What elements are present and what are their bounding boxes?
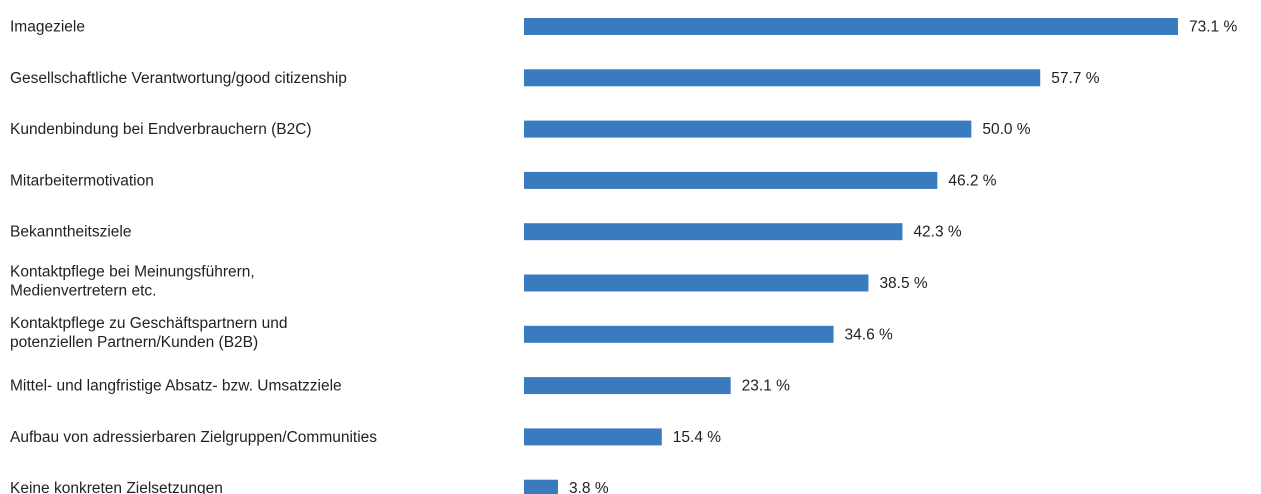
value-label: 42.3 % xyxy=(913,224,961,241)
bar xyxy=(524,171,938,189)
category-label-line: Mitarbeitermotivation xyxy=(10,172,154,189)
category-label: Kundenbindung bei Endverbrauchern (B2C) xyxy=(10,121,312,138)
bar xyxy=(524,223,903,241)
category-label: Keine konkreten Zielsetzungen xyxy=(10,480,223,494)
category-label: Bekanntheitsziele xyxy=(10,224,132,241)
category-label: Aufbau von adressierbaren Zielgruppen/Co… xyxy=(10,429,377,446)
bar xyxy=(524,428,662,446)
category-label-line: potenziellen Partnern/Kunden (B2B) xyxy=(10,334,258,351)
value-label: 57.7 % xyxy=(1051,70,1099,87)
category-label-line: Bekanntheitsziele xyxy=(10,224,132,241)
bar xyxy=(524,18,1178,35)
category-label-line: Gesellschaftliche Verantwortung/good cit… xyxy=(10,70,347,87)
value-label: 3.8 % xyxy=(569,480,609,494)
bar xyxy=(524,69,1041,87)
category-label: Kontaktpflege bei Meinungsführern, Medien… xyxy=(10,264,255,300)
value-label: 50.0 % xyxy=(982,121,1030,138)
category-labels: Imageziele Gesellschaftliche Verantwortun… xyxy=(10,19,377,494)
bars xyxy=(524,18,1178,494)
category-label: Kontaktpflege zu Geschäftspartnern und po… xyxy=(10,315,287,351)
category-label-line: Kontaktpflege bei Meinungsführern, xyxy=(10,264,255,281)
category-label-line: Medienvertretern etc. xyxy=(10,283,156,300)
value-label: 38.5 % xyxy=(879,275,927,292)
value-label: 23.1 % xyxy=(742,378,790,395)
value-labels: 73.1 % 57.7 % 50.0 % 46.2 % 42.3 % 38.5 % 34.6… xyxy=(569,19,1237,494)
bar xyxy=(524,120,972,138)
category-label-line: Imageziele xyxy=(10,19,85,36)
category-label-line: Mittel- und langfristige Absatz- bzw. Um… xyxy=(10,378,342,395)
value-label: 73.1 % xyxy=(1189,19,1237,36)
category-label-line: Kontaktpflege zu Geschäftspartnern und xyxy=(10,315,287,332)
value-label: 34.6 % xyxy=(845,326,893,343)
category-label: Mitarbeitermotivation xyxy=(10,172,154,189)
category-label: Imageziele xyxy=(10,19,85,36)
bar xyxy=(524,479,558,494)
bar xyxy=(524,274,869,292)
category-label: Mittel- und langfristige Absatz- bzw. Um… xyxy=(10,378,342,395)
value-label: 15.4 % xyxy=(673,429,721,446)
bar xyxy=(524,325,834,343)
category-label: Gesellschaftliche Verantwortung/good cit… xyxy=(10,70,347,87)
category-label-line: Keine konkreten Zielsetzungen xyxy=(10,480,223,494)
value-label: 46.2 % xyxy=(948,172,996,189)
category-label-line: Aufbau von adressierbaren Zielgruppen/Co… xyxy=(10,429,377,446)
bar xyxy=(524,377,731,395)
category-label-line: Kundenbindung bei Endverbrauchern (B2C) xyxy=(10,121,312,138)
